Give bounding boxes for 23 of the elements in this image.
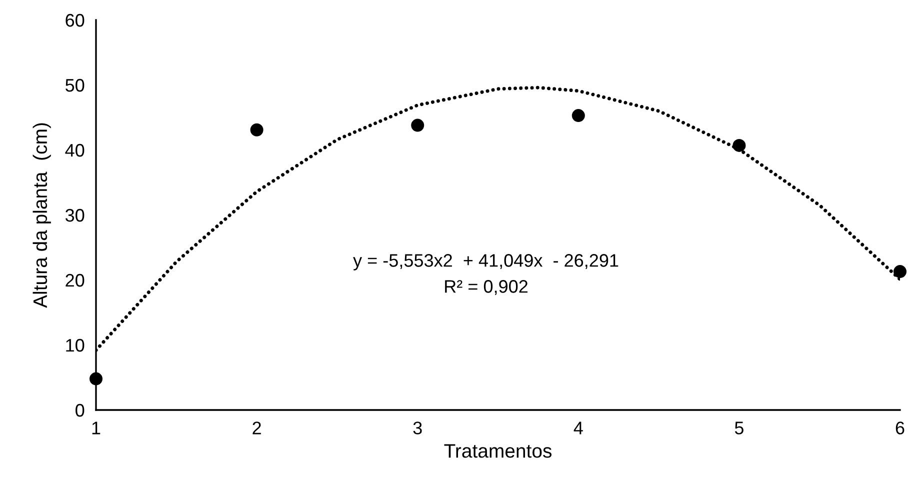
- y-tick-label: 60: [66, 14, 84, 27]
- point: [89, 372, 103, 386]
- y-tick-label: 50: [66, 78, 84, 92]
- annotation: R² = 0,902: [445, 280, 528, 295]
- y-tick-label: 30: [65, 208, 84, 222]
- y-tick-label: 10: [66, 338, 84, 352]
- x-tick-label: 3: [413, 422, 422, 434]
- y-axis-title: Altura da planta (cm): [32, 123, 51, 308]
- x-axis-title: Tratamentos: [444, 444, 552, 458]
- point: [411, 118, 424, 132]
- y-tick-label: 20: [66, 274, 84, 287]
- point: [250, 123, 264, 136]
- point: [572, 109, 585, 122]
- point: [893, 265, 907, 278]
- y-tick-label: 0: [76, 404, 84, 417]
- point: [732, 138, 746, 152]
- x-tick-label: 2: [252, 422, 261, 434]
- y-tick-label: 40: [65, 144, 84, 157]
- x-tick-label: 5: [734, 422, 744, 434]
- x-tick-label: 6: [896, 422, 904, 434]
- x-tick-label: 4: [574, 422, 583, 434]
- annotation: y = -5,553x2 + 41,049x - 26,291: [353, 254, 618, 270]
- x-tick-label: 1: [92, 422, 100, 434]
